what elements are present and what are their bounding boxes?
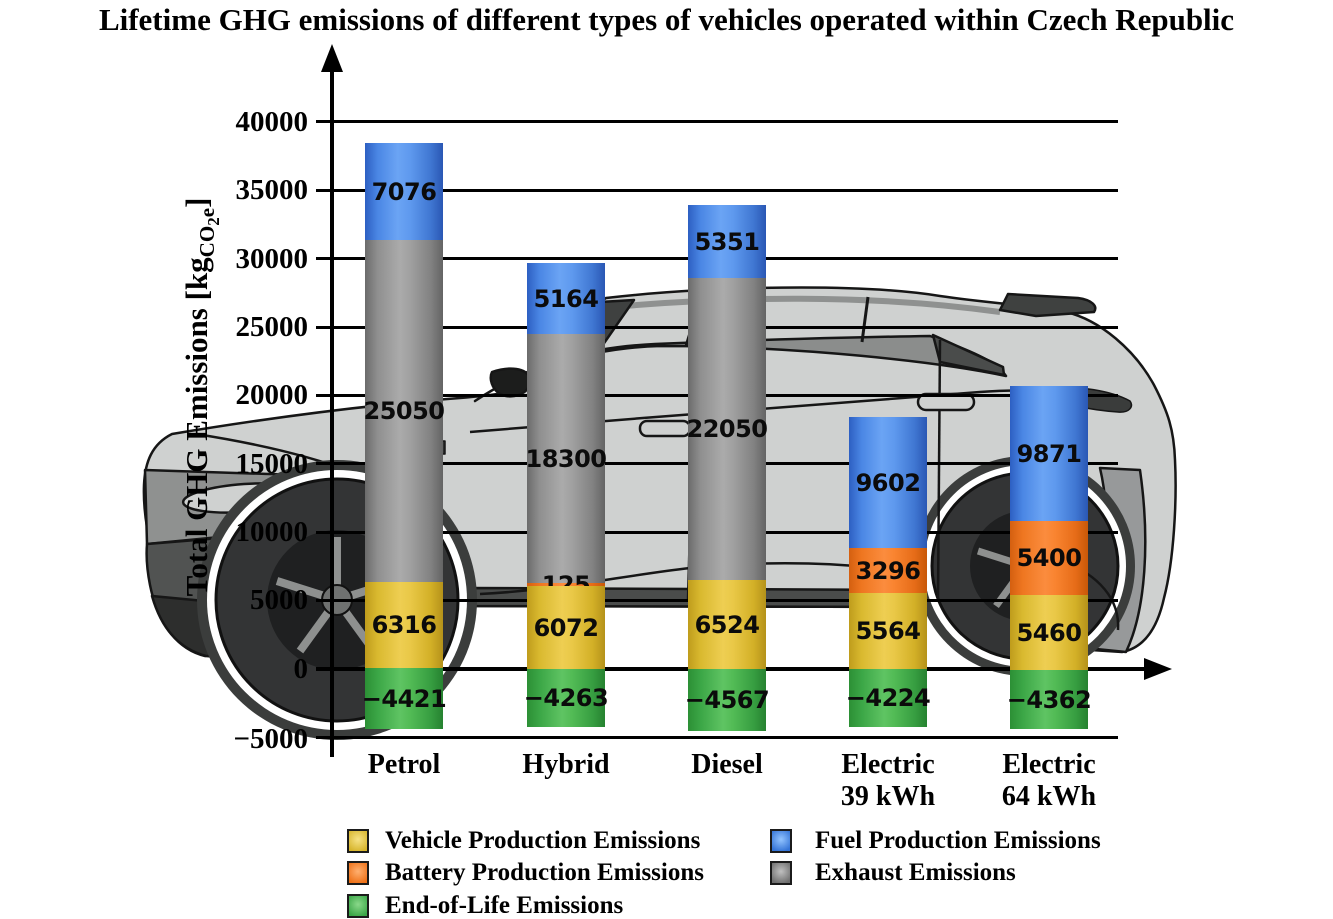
segment-end-of-life: −4421 bbox=[361, 668, 447, 729]
exhaust-swatch-icon bbox=[770, 861, 792, 885]
value-label: −4421 bbox=[361, 684, 447, 713]
y-tick-15000: 15000 bbox=[235, 448, 309, 480]
legend-label: Vehicle Production Emissions bbox=[385, 827, 701, 854]
segment-end-of-life: −4567 bbox=[684, 669, 770, 731]
x-axis-arrow-icon bbox=[1144, 658, 1172, 680]
segment-vehicle-production: 6316 bbox=[365, 582, 443, 668]
segment-end-of-life: −4362 bbox=[1006, 670, 1092, 729]
value-label: 5351 bbox=[694, 227, 760, 256]
battery-production-swatch-icon bbox=[347, 861, 369, 885]
y-tick-neg5000: −5000 bbox=[233, 723, 308, 755]
segment-fuel-production: 5164 bbox=[527, 263, 605, 334]
bar-diesel: 5351 22050 6524 −4567 bbox=[684, 205, 770, 731]
value-label: 6072 bbox=[533, 613, 599, 642]
legend-label: Fuel Production Emissions bbox=[815, 827, 1101, 854]
y-tick-25000: 25000 bbox=[235, 311, 309, 343]
value-label: 3296 bbox=[855, 556, 921, 585]
legend-item-vehicle-production: Vehicle Production Emissions bbox=[347, 827, 701, 854]
x-label-diesel: Diesel bbox=[691, 749, 763, 780]
value-label: 6316 bbox=[371, 611, 437, 639]
y-tick-30000: 30000 bbox=[235, 243, 309, 275]
gridline-neg5000 bbox=[316, 736, 1118, 739]
legend-item-end-of-life: End-of-Life Emissions bbox=[347, 892, 624, 919]
segment-fuel-production: 9871 bbox=[1010, 386, 1088, 521]
value-label: −4224 bbox=[845, 684, 931, 712]
value-label: 9602 bbox=[855, 468, 921, 497]
segment-vehicle-production: 5564 bbox=[849, 593, 927, 669]
x-label-electric-39kwh: Electric 39 kWh bbox=[840, 749, 936, 812]
segment-fuel-production: 7076 bbox=[365, 143, 443, 240]
y-axis-line bbox=[330, 58, 334, 757]
y-tick-35000: 35000 bbox=[235, 174, 309, 206]
segment-exhaust: 25050 bbox=[363, 240, 446, 582]
gridline-35000 bbox=[316, 189, 1118, 192]
gridline-40000 bbox=[316, 120, 1118, 123]
value-label: −4263 bbox=[523, 684, 609, 712]
value-label: 9871 bbox=[1016, 439, 1082, 468]
bar-hybrid: 5164 18300 125 6072 −4263 bbox=[523, 263, 609, 727]
end-of-life-swatch-icon bbox=[347, 894, 369, 918]
legend-item-exhaust: Exhaust Emissions bbox=[770, 859, 1016, 886]
legend-label: Exhaust Emissions bbox=[815, 859, 1016, 886]
segment-exhaust: 18300 bbox=[525, 334, 608, 583]
y-tick-20000: 20000 bbox=[235, 379, 309, 411]
bar-electric-39kwh: 9602 3296 5564 −4224 bbox=[845, 417, 931, 727]
segment-vehicle-production: 5460 bbox=[1010, 595, 1088, 670]
bar-petrol: 7076 25050 6316 −4421 bbox=[361, 143, 447, 729]
segment-end-of-life: −4224 bbox=[845, 669, 931, 727]
legend-item-fuel-production: Fuel Production Emissions bbox=[770, 827, 1101, 854]
legend-label: End-of-Life Emissions bbox=[385, 892, 624, 919]
y-tick-0: 0 bbox=[293, 653, 309, 685]
y-tick-5000: 5000 bbox=[250, 584, 308, 616]
y-tick-10000: 10000 bbox=[235, 516, 309, 548]
value-label: 5164 bbox=[533, 284, 599, 313]
value-label: 5460 bbox=[1016, 618, 1082, 647]
chart-title: Lifetime GHG emissions of different type… bbox=[98, 2, 1235, 37]
segment-end-of-life: −4263 bbox=[523, 669, 609, 727]
segment-vehicle-production: 6072 bbox=[527, 586, 605, 669]
bar-electric-64kwh: 9871 5400 5460 −4362 bbox=[1006, 386, 1092, 729]
y-tick-40000: 40000 bbox=[235, 106, 309, 138]
segment-battery-production: 5400 bbox=[1010, 521, 1088, 595]
segment-vehicle-production: 6524 bbox=[688, 580, 766, 669]
value-label: 6524 bbox=[694, 610, 760, 639]
value-label: 7076 bbox=[371, 177, 437, 206]
value-label: 25050 bbox=[363, 397, 446, 425]
value-label: 18300 bbox=[525, 444, 608, 473]
segment-fuel-production: 9602 bbox=[849, 417, 927, 548]
segment-exhaust: 22050 bbox=[686, 278, 769, 580]
value-label: 22050 bbox=[686, 415, 769, 443]
value-label: 5400 bbox=[1016, 544, 1082, 572]
value-label: −4362 bbox=[1006, 685, 1092, 714]
value-label: −4567 bbox=[684, 686, 770, 714]
x-label-hybrid: Hybrid bbox=[522, 749, 610, 780]
segment-fuel-production: 5351 bbox=[688, 205, 766, 278]
x-label-petrol: Petrol bbox=[367, 749, 441, 780]
legend-item-battery-production: Battery Production Emissions bbox=[347, 859, 704, 886]
y-axis-arrow-icon bbox=[321, 44, 343, 72]
value-label: 5564 bbox=[855, 617, 921, 645]
y-axis-title: Total GHG Emissions [kgCO2e] bbox=[179, 197, 224, 597]
legend-label: Battery Production Emissions bbox=[385, 859, 704, 886]
fuel-production-swatch-icon bbox=[770, 829, 792, 853]
x-label-electric-64kwh: Electric 64 kWh bbox=[1001, 749, 1097, 812]
segment-battery-production: 3296 bbox=[849, 548, 927, 593]
vehicle-production-swatch-icon bbox=[347, 829, 369, 853]
